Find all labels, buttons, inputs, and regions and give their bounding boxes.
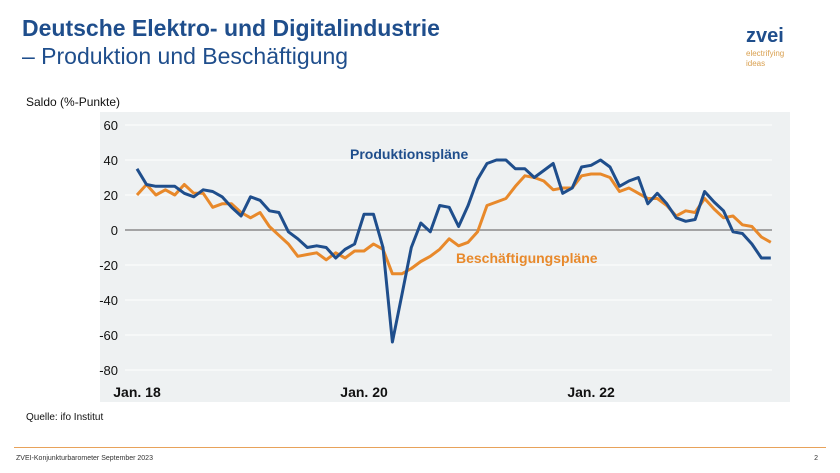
title-line-2: – Produktion und Beschäftigung bbox=[22, 43, 349, 69]
y-tick-label: -60 bbox=[99, 328, 118, 343]
title-line-1: Deutsche Elektro- und Digitalindustrie bbox=[22, 15, 440, 41]
legend-produktion: Produktionspläne bbox=[350, 146, 468, 162]
logo-tagline-2: ideas bbox=[746, 59, 766, 68]
page-title: Deutsche Elektro- und Digitalindustrie –… bbox=[22, 14, 440, 70]
x-tick-label: Jan. 20 bbox=[340, 384, 388, 400]
y-tick-label: 60 bbox=[104, 118, 118, 133]
logo-tagline-1: electrifying bbox=[746, 49, 785, 58]
x-tick-label: Jan. 22 bbox=[567, 384, 615, 400]
page-number: 2 bbox=[814, 455, 818, 462]
logo-brand: zvei bbox=[746, 25, 784, 47]
y-tick-label: -80 bbox=[99, 363, 118, 378]
y-axis-label: Saldo (%-Punkte) bbox=[26, 95, 121, 109]
footer-divider bbox=[14, 447, 826, 448]
footer-text: ZVEI-Konjunkturbarometer September 2023 bbox=[16, 455, 153, 462]
series-line-produktion bbox=[135, 158, 771, 344]
y-tick-label: 20 bbox=[104, 188, 118, 203]
x-tick-label: Jan. 18 bbox=[113, 384, 161, 400]
y-tick-label: 40 bbox=[104, 153, 118, 168]
y-tick-label: 0 bbox=[111, 223, 118, 238]
legend-beschaeftigung: Beschäftigungspläne bbox=[456, 250, 598, 266]
y-tick-label: -40 bbox=[99, 293, 118, 308]
y-tick-label: -20 bbox=[99, 258, 118, 273]
zvei-logo: zvei electrifying ideas bbox=[746, 24, 784, 69]
source-note: Quelle: ifo Institut bbox=[26, 412, 104, 423]
